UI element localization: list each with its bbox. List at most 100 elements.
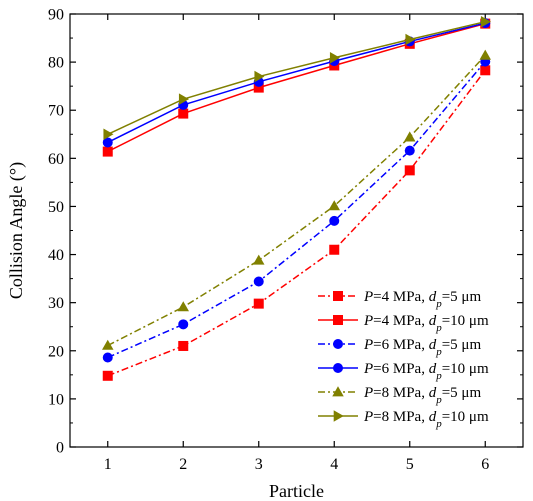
data-point: [102, 137, 113, 148]
data-point: [404, 145, 415, 156]
legend-label-part: =6 MPa,: [373, 361, 429, 377]
legend-label-part: =4 MPa,: [373, 313, 429, 329]
series-line: [107, 54, 486, 347]
series-6: [103, 15, 491, 141]
data-point: [178, 93, 189, 105]
legend-label-part: P: [363, 361, 373, 377]
data-point: [178, 108, 189, 119]
data-point: [329, 52, 340, 64]
legend-label-part: P: [363, 337, 373, 353]
data-point: [102, 352, 113, 363]
data-point: [102, 146, 113, 157]
legend-label-part: p: [435, 394, 442, 406]
legend-label-part: d: [429, 337, 437, 353]
x-axis: 1 2 3 4 5 6: [104, 14, 489, 473]
y-tick-label: 80: [48, 55, 64, 72]
legend-label: P=4 MPa, dp=10 μm: [363, 313, 489, 334]
legend-label: P=4 MPa, dp=5 μm: [363, 289, 481, 310]
legend-label-part: P: [363, 289, 373, 305]
y-tick-label: 10: [48, 391, 64, 408]
x-tick-label: 2: [179, 456, 187, 473]
legend-label-part: =10 μm: [442, 409, 489, 425]
series-2: [102, 18, 491, 157]
data-point: [102, 339, 114, 350]
series-line: [107, 20, 486, 135]
legend-label-part: =5 μm: [442, 289, 482, 305]
legend-label-part: d: [429, 385, 437, 401]
data-point: [253, 254, 265, 265]
x-tick-label: 1: [104, 456, 112, 473]
x-tick-label: 3: [255, 456, 263, 473]
legend-entry-2: P=4 MPa, dp=10 μm: [318, 313, 489, 334]
data-point: [404, 131, 416, 142]
legend-label-part: =8 MPa,: [373, 409, 429, 425]
legend-entry-3: P=6 MPa, dp=5 μm: [318, 337, 481, 358]
legend-marker: [333, 363, 343, 373]
y-tick-label: 30: [48, 295, 64, 312]
legend-label: P=8 MPa, dp=10 μm: [363, 409, 489, 430]
legend-label-part: P: [363, 385, 373, 401]
legend-label-part: P: [363, 409, 373, 425]
legend-label-part: p: [435, 370, 442, 382]
data-point: [328, 200, 340, 211]
legend-entry-6: P=8 MPa, dp=10 μm: [318, 409, 489, 430]
series-3: [102, 56, 491, 363]
data-point: [329, 215, 340, 226]
series-layer: [102, 15, 491, 381]
legend-label-part: p: [435, 322, 442, 334]
series-5: [102, 49, 491, 350]
data-point: [404, 165, 415, 176]
legend: P=4 MPa, dp=5 μmP=4 MPa, dp=10 μmP=6 MPa…: [318, 289, 489, 430]
data-point: [178, 319, 189, 330]
data-point: [480, 65, 491, 76]
legend-label-part: =5 μm: [442, 385, 482, 401]
data-point: [253, 82, 264, 93]
x-tick-label: 4: [330, 456, 338, 473]
series-line: [107, 69, 486, 377]
y-axis: 0 10 20 30 40 50 60 70 80 90: [48, 7, 523, 457]
data-point: [253, 298, 264, 309]
data-point: [253, 276, 264, 287]
legend-label-part: p: [435, 418, 442, 430]
legend-label-part: P: [363, 313, 373, 329]
data-point: [254, 70, 265, 83]
legend-entry-4: P=6 MPa, dp=10 μm: [318, 361, 489, 382]
data-point: [329, 244, 340, 255]
series-line: [107, 22, 486, 153]
plot-frame: [69, 13, 524, 448]
legend-label-part: d: [429, 409, 437, 425]
data-point: [102, 370, 113, 381]
legend-marker: [333, 339, 343, 349]
data-point: [479, 49, 491, 60]
legend-marker: [333, 315, 343, 325]
y-axis-title: Collision Angle (°): [6, 162, 27, 299]
plot-frame-rect: [69, 13, 524, 448]
series-line: [107, 22, 486, 144]
legend-label-part: =10 μm: [442, 313, 489, 329]
x-axis-title: Particle: [269, 481, 324, 501]
y-tick-label: 50: [48, 199, 64, 216]
legend-marker: [333, 291, 343, 301]
x-tick-label: 6: [481, 456, 489, 473]
data-point: [103, 128, 114, 141]
legend-label-part: =10 μm: [442, 361, 489, 377]
y-tick-label: 20: [48, 343, 64, 360]
legend-label-part: p: [435, 346, 442, 358]
legend-label-part: =8 MPa,: [373, 385, 429, 401]
y-tick-label: 40: [48, 247, 64, 264]
legend-entry-1: P=4 MPa, dp=5 μm: [318, 289, 481, 310]
series-1: [102, 65, 491, 381]
legend-label-part: =4 MPa,: [373, 289, 429, 305]
legend-label: P=8 MPa, dp=5 μm: [363, 385, 481, 406]
legend-marker: [332, 386, 344, 397]
legend-label: P=6 MPa, dp=10 μm: [363, 361, 489, 382]
data-point: [480, 15, 491, 28]
legend-label-part: p: [435, 298, 442, 310]
legend-marker: [333, 410, 344, 422]
legend-label-part: d: [429, 361, 437, 377]
legend-label-part: =6 MPa,: [373, 337, 429, 353]
legend-label: P=6 MPa, dp=5 μm: [363, 337, 481, 358]
y-tick-label: 60: [48, 151, 64, 168]
data-point: [177, 301, 189, 312]
